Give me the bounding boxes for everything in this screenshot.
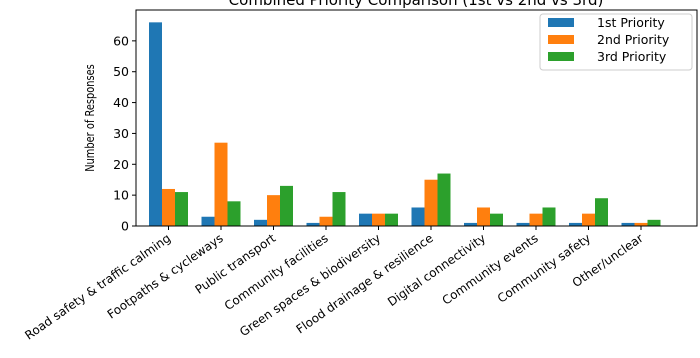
y-tick-label: 20 bbox=[113, 157, 129, 172]
bar-1-8 bbox=[569, 222, 582, 226]
bar-3-9 bbox=[647, 219, 661, 226]
bar-1-3 bbox=[306, 222, 320, 226]
bar-3-3 bbox=[332, 192, 346, 226]
bar-2-7 bbox=[529, 213, 543, 226]
bar-3-0 bbox=[175, 192, 188, 226]
bar-1-6 bbox=[464, 222, 477, 226]
bar-1-1 bbox=[201, 216, 215, 226]
bar-3-2 bbox=[280, 185, 293, 226]
bar-2-0 bbox=[162, 188, 175, 226]
bar-2-4 bbox=[372, 213, 385, 226]
legend-label: 1st Priority bbox=[597, 15, 665, 30]
bar-2-2 bbox=[267, 195, 280, 226]
bar-2-9 bbox=[634, 222, 648, 226]
y-tick-label: 50 bbox=[113, 64, 129, 79]
y-axis-ticks: 0 10 20 30 40 50 60 bbox=[113, 33, 136, 234]
legend-label: 2nd Priority bbox=[597, 32, 670, 47]
legend-swatch bbox=[548, 52, 574, 61]
legend: 1st Priority 2nd Priority 3rd Priority bbox=[539, 13, 693, 71]
legend-label: 3rd Priority bbox=[597, 49, 667, 64]
y-tick-label: 60 bbox=[113, 33, 129, 48]
bar-3-6 bbox=[490, 213, 503, 226]
bars-group bbox=[149, 22, 661, 226]
y-tick-label: 30 bbox=[113, 126, 129, 141]
legend-swatch bbox=[548, 18, 574, 27]
bar-1-5 bbox=[411, 207, 425, 226]
x-tick-label: Community safety bbox=[495, 231, 593, 306]
y-tick-label: 0 bbox=[121, 219, 129, 234]
bar-3-4 bbox=[385, 213, 398, 226]
y-tick-label: 40 bbox=[113, 95, 129, 110]
bar-2-1 bbox=[214, 142, 228, 226]
legend-box bbox=[539, 13, 693, 71]
bar-2-8 bbox=[582, 213, 595, 226]
bar-1-9 bbox=[621, 222, 635, 226]
axes-group bbox=[135, 9, 698, 227]
bar-1-0 bbox=[149, 22, 162, 226]
legend-swatch bbox=[548, 35, 574, 44]
y-tick-label: 10 bbox=[113, 188, 129, 203]
bar-3-7 bbox=[542, 207, 556, 226]
bar-1-4 bbox=[359, 213, 372, 226]
bar-2-6 bbox=[477, 207, 490, 226]
bar-3-5 bbox=[437, 173, 451, 226]
bar-2-5 bbox=[424, 179, 438, 226]
bar-1-7 bbox=[516, 222, 530, 226]
bar-3-8 bbox=[595, 198, 608, 226]
bar-2-3 bbox=[319, 216, 333, 226]
y-axis-label: Number of Responses bbox=[83, 64, 97, 172]
x-tick-label: Community events bbox=[440, 231, 541, 308]
plot-frame bbox=[135, 9, 698, 227]
x-tick-label: Digital connectivity bbox=[385, 231, 488, 309]
chart-title: Combined Priority Comparison (1st vs 2nd… bbox=[229, 0, 604, 9]
bar-3-1 bbox=[227, 201, 241, 226]
bar-1-2 bbox=[254, 219, 267, 226]
